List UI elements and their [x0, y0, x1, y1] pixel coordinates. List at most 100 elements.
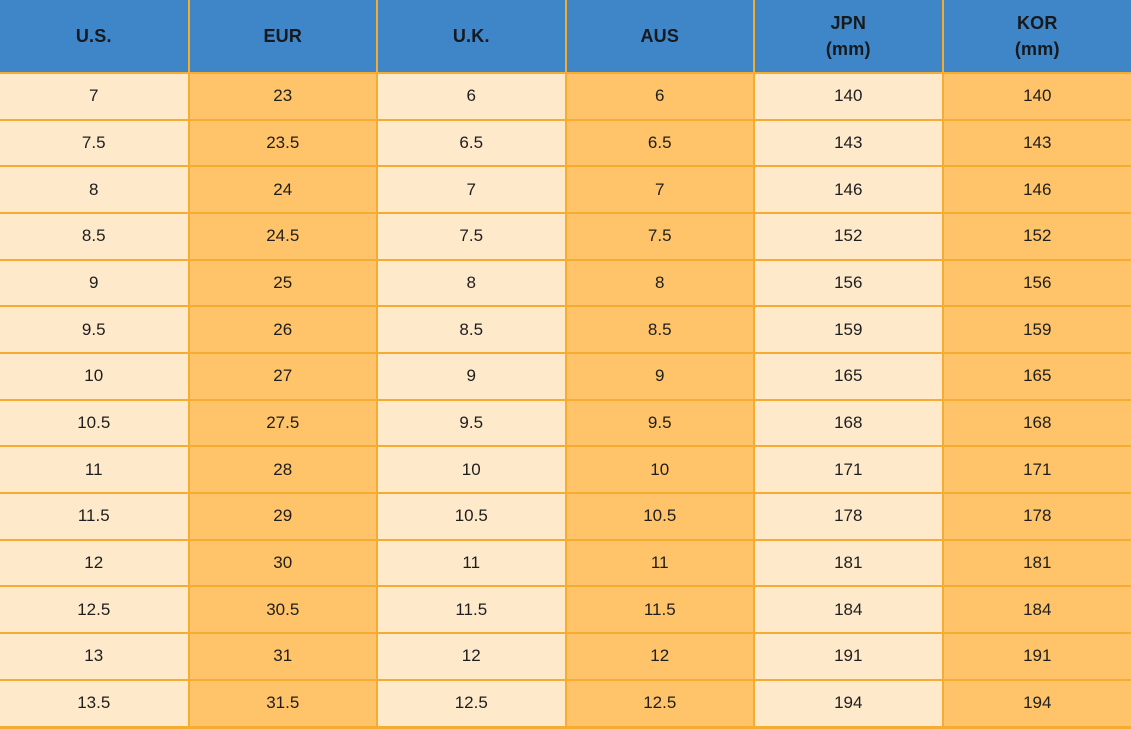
- table-cell-us: 9.5: [0, 305, 190, 355]
- table-cell-uk: 11.5: [376, 585, 567, 635]
- table-cell-us: 9: [0, 258, 190, 308]
- table-cell-jpn: 178: [753, 492, 944, 541]
- table-cell-uk: 8.5: [376, 305, 567, 355]
- table-cell-aus: 7: [564, 165, 755, 215]
- column-header-aus: AUS: [564, 0, 755, 74]
- table-row: 10 27 9 9 165 165: [0, 352, 1131, 401]
- table-row: 9 25 8 8 156 156: [0, 258, 1131, 308]
- table-cell-uk: 6: [376, 72, 567, 121]
- table-cell-kor: 194: [941, 678, 1131, 729]
- table-cell-kor: 184: [941, 585, 1131, 635]
- table-cell-eur: 27: [187, 352, 378, 401]
- table-cell-eur: 24.5: [187, 212, 378, 261]
- table-cell-kor: 168: [941, 398, 1131, 448]
- table-row: 8 24 7 7 146 146: [0, 165, 1131, 215]
- header-row: U.S. EUR U.K. AUS JPN (mm) KOR (mm): [0, 0, 1131, 74]
- table-cell-uk: 9.5: [376, 398, 567, 448]
- table-cell-kor: 143: [941, 118, 1131, 168]
- table-cell-jpn: 191: [753, 632, 944, 681]
- table-cell-jpn: 181: [753, 538, 944, 588]
- table-row: 10.5 27.5 9.5 9.5 168 168: [0, 398, 1131, 448]
- table-cell-uk: 12: [376, 632, 567, 681]
- table-cell-aus: 6.5: [564, 118, 755, 168]
- column-header-eur: EUR: [187, 0, 378, 74]
- table-cell-eur: 30: [187, 538, 378, 588]
- table-cell-aus: 11: [564, 538, 755, 588]
- table-row: 12 30 11 11 181 181: [0, 538, 1131, 588]
- table-cell-kor: 140: [941, 72, 1131, 121]
- table-row: 11.5 29 10.5 10.5 178 178: [0, 492, 1131, 541]
- table-cell-aus: 9.5: [564, 398, 755, 448]
- table-cell-jpn: 140: [753, 72, 944, 121]
- table-cell-eur: 27.5: [187, 398, 378, 448]
- table-cell-us: 12.5: [0, 585, 190, 635]
- column-label: U.K.: [452, 26, 490, 46]
- table-row: 11 28 10 10 171 171: [0, 445, 1131, 495]
- table-cell-jpn: 143: [753, 118, 944, 168]
- table-cell-us: 10: [0, 352, 190, 401]
- table-cell-uk: 11: [376, 538, 567, 588]
- table-cell-kor: 165: [941, 352, 1131, 401]
- table-cell-kor: 191: [941, 632, 1131, 681]
- table-cell-jpn: 159: [753, 305, 944, 355]
- table-cell-jpn: 156: [753, 258, 944, 308]
- table-row: 13 31 12 12 191 191: [0, 632, 1131, 681]
- table-cell-us: 13.5: [0, 678, 190, 729]
- column-label: JPN: [830, 13, 867, 33]
- table-cell-kor: 156: [941, 258, 1131, 308]
- column-sublabel: (mm): [825, 39, 871, 59]
- table-body: 7 23 6 6 140 140 7.5 23.5 6.5 6.5 143 143 8 24 7 7 146 14…: [0, 72, 1131, 729]
- table-cell-eur: 28: [187, 445, 378, 495]
- table-cell-uk: 7.5: [376, 212, 567, 261]
- table-row: 7.5 23.5 6.5 6.5 143 143: [0, 118, 1131, 168]
- table-cell-uk: 8: [376, 258, 567, 308]
- table-cell-eur: 31.5: [187, 678, 378, 729]
- table-cell-jpn: 146: [753, 165, 944, 215]
- table-cell-eur: 31: [187, 632, 378, 681]
- table-row: 13.5 31.5 12.5 12.5 194 194: [0, 678, 1131, 729]
- table-cell-eur: 26: [187, 305, 378, 355]
- column-sublabel: (mm): [1014, 39, 1060, 59]
- table-cell-uk: 10: [376, 445, 567, 495]
- table-cell-uk: 12.5: [376, 678, 567, 729]
- table-cell-us: 13: [0, 632, 190, 681]
- table-cell-us: 11: [0, 445, 190, 495]
- table-cell-us: 7.5: [0, 118, 190, 168]
- table-cell-kor: 171: [941, 445, 1131, 495]
- table-cell-eur: 24: [187, 165, 378, 215]
- column-header-us: U.S.: [0, 0, 190, 74]
- table-cell-uk: 10.5: [376, 492, 567, 541]
- table-cell-jpn: 194: [753, 678, 944, 729]
- table-cell-us: 8: [0, 165, 190, 215]
- table-cell-uk: 6.5: [376, 118, 567, 168]
- table-cell-uk: 7: [376, 165, 567, 215]
- table-cell-aus: 6: [564, 72, 755, 121]
- column-header-kor: KOR (mm): [941, 0, 1131, 74]
- table-cell-uk: 9: [376, 352, 567, 401]
- table-cell-jpn: 184: [753, 585, 944, 635]
- table-cell-aus: 10.5: [564, 492, 755, 541]
- table-cell-kor: 159: [941, 305, 1131, 355]
- table-cell-us: 11.5: [0, 492, 190, 541]
- column-label: KOR: [1016, 13, 1058, 33]
- table-cell-aus: 10: [564, 445, 755, 495]
- table-row: 9.5 26 8.5 8.5 159 159: [0, 305, 1131, 355]
- table-cell-jpn: 152: [753, 212, 944, 261]
- table-row: 8.5 24.5 7.5 7.5 152 152: [0, 212, 1131, 261]
- table-cell-kor: 146: [941, 165, 1131, 215]
- table-cell-aus: 8.5: [564, 305, 755, 355]
- table-cell-eur: 25: [187, 258, 378, 308]
- table-cell-us: 7: [0, 72, 190, 121]
- table-cell-kor: 181: [941, 538, 1131, 588]
- table-cell-eur: 23: [187, 72, 378, 121]
- table-cell-us: 10.5: [0, 398, 190, 448]
- table-cell-jpn: 171: [753, 445, 944, 495]
- table-cell-aus: 12.5: [564, 678, 755, 729]
- table-cell-jpn: 165: [753, 352, 944, 401]
- column-header-uk: U.K.: [376, 0, 567, 74]
- table-cell-jpn: 168: [753, 398, 944, 448]
- table-header: U.S. EUR U.K. AUS JPN (mm) KOR (mm): [0, 0, 1131, 74]
- table-cell-aus: 11.5: [564, 585, 755, 635]
- table-cell-eur: 23.5: [187, 118, 378, 168]
